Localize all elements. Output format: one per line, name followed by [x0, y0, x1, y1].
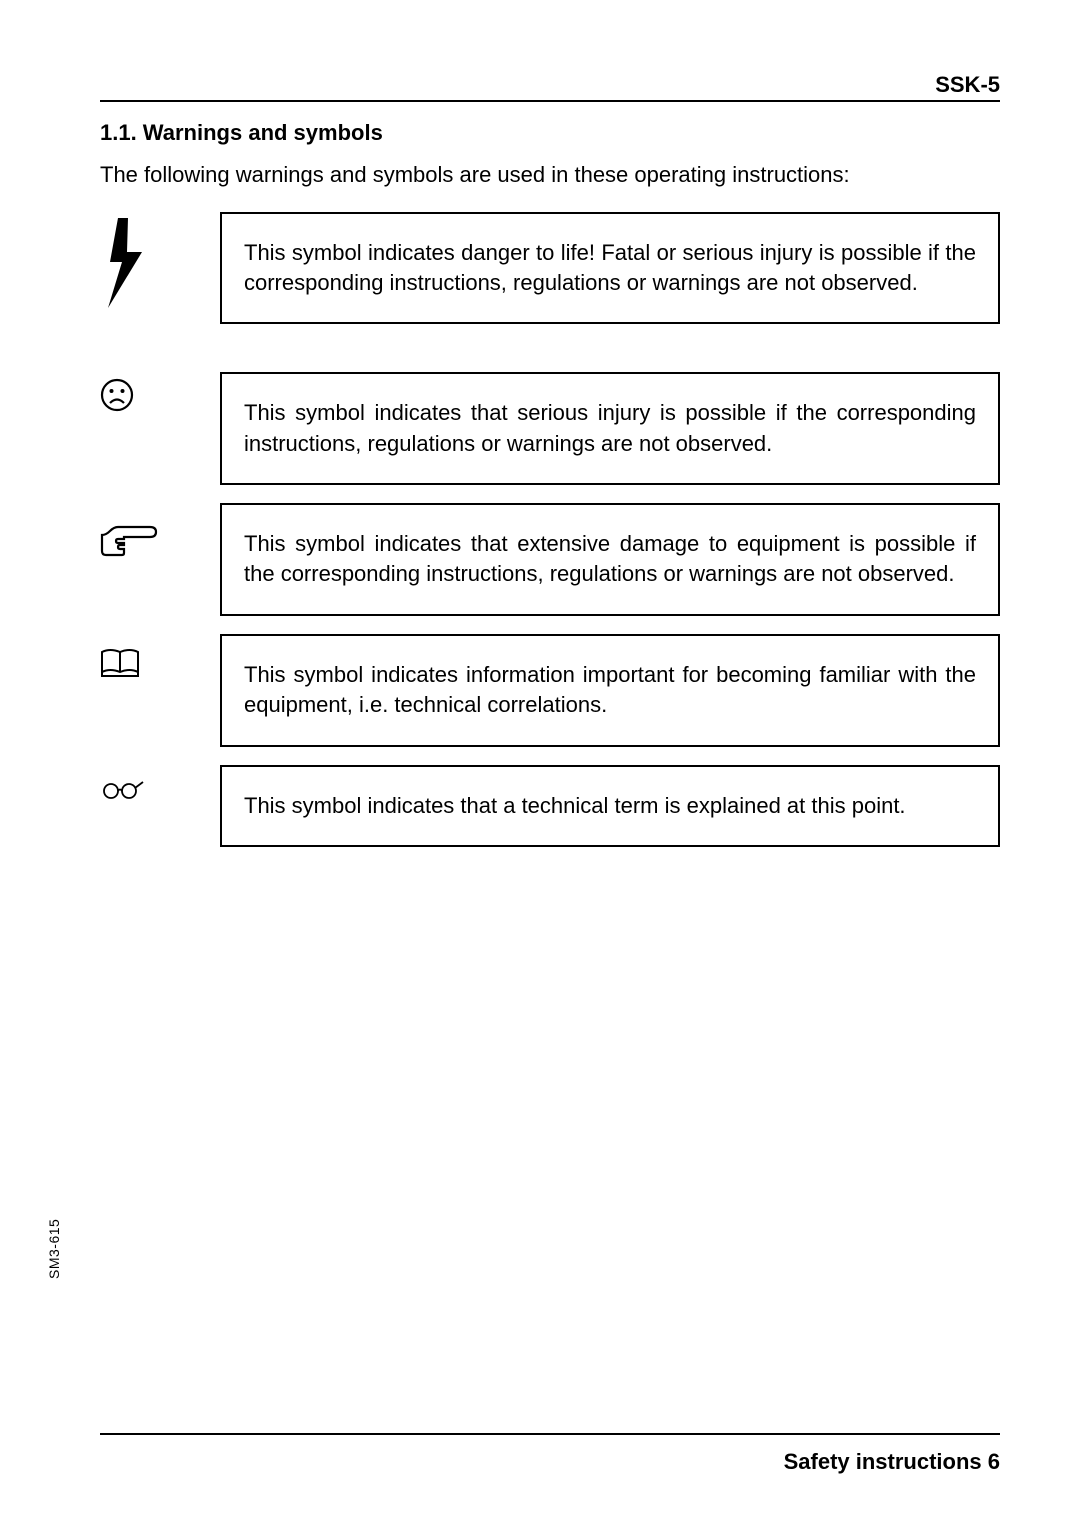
symbol-row: This symbol indicates that serious injur…: [100, 372, 1000, 485]
warning-box: This symbol indicates information import…: [220, 634, 1000, 747]
symbol-row: This symbol indicates that extensive dam…: [100, 503, 1000, 616]
warning-box: This symbol indicates danger to life! Fa…: [220, 212, 1000, 325]
header-label: SSK-5: [935, 72, 1000, 98]
section-title: 1.1. Warnings and symbols: [100, 120, 1000, 146]
glasses-icon: [100, 765, 220, 799]
section-intro: The following warnings and symbols are u…: [100, 160, 1000, 190]
warning-box: This symbol indicates that serious injur…: [220, 372, 1000, 485]
content-area: 1.1. Warnings and symbols The following …: [100, 120, 1000, 847]
symbol-row: This symbol indicates that a technical t…: [100, 765, 1000, 847]
header-rule: [100, 100, 1000, 102]
pointing-hand-icon: [100, 503, 220, 559]
footer-rule: [100, 1433, 1000, 1435]
footer-label: Safety instructions 6: [784, 1449, 1000, 1475]
open-book-icon: [100, 634, 220, 678]
side-label: SM3-615: [46, 1219, 62, 1279]
symbol-row: This symbol indicates danger to life! Fa…: [100, 212, 1000, 325]
symbol-row: This symbol indicates information import…: [100, 634, 1000, 747]
warning-box: This symbol indicates that extensive dam…: [220, 503, 1000, 616]
warning-box: This symbol indicates that a technical t…: [220, 765, 1000, 847]
lightning-bolt-icon: [100, 212, 220, 308]
sad-face-icon: [100, 372, 220, 412]
